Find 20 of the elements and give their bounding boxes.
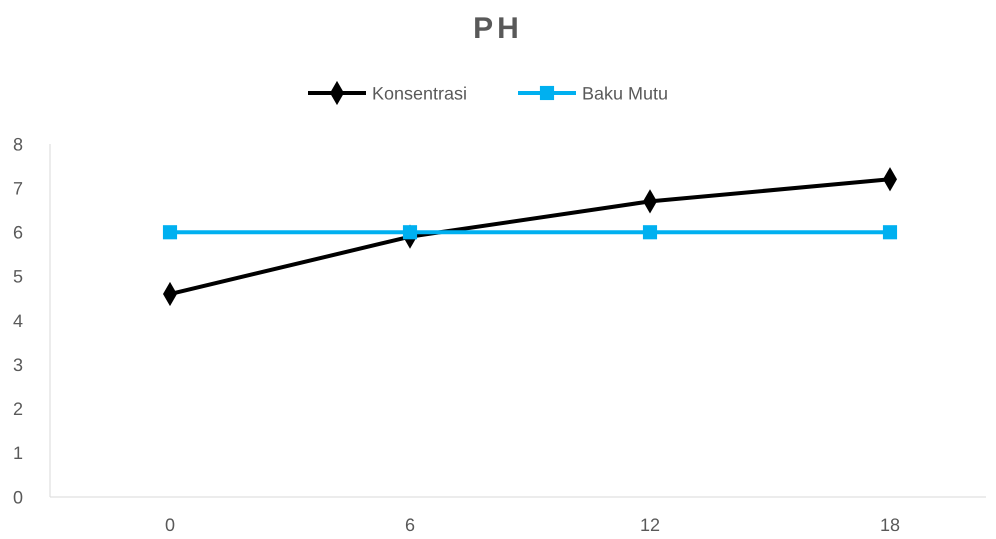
legend-label: Baku Mutu <box>582 83 668 104</box>
x-tick-label: 0 <box>164 515 176 535</box>
x-tick-label: 12 <box>640 515 660 535</box>
x-tick-label: 6 <box>404 515 416 535</box>
y-tick-label: 0 <box>12 487 23 508</box>
y-tick-label: 6 <box>12 222 23 243</box>
y-tick-label: 4 <box>12 310 23 331</box>
y-tick-label: 1 <box>12 443 23 464</box>
y-tick-label: 5 <box>12 266 23 287</box>
point <box>882 225 898 240</box>
x-tick-label: 18 <box>880 515 900 535</box>
chart-title: PH <box>473 12 523 45</box>
point <box>402 225 418 240</box>
y-tick-label: 8 <box>12 134 23 154</box>
y-tick-label: 2 <box>12 399 23 420</box>
y-tick-label: 7 <box>12 178 23 198</box>
y-tick-label: 3 <box>12 354 23 375</box>
point <box>162 225 178 240</box>
legend-label: Konsentrasi <box>372 83 468 104</box>
point <box>642 225 658 240</box>
